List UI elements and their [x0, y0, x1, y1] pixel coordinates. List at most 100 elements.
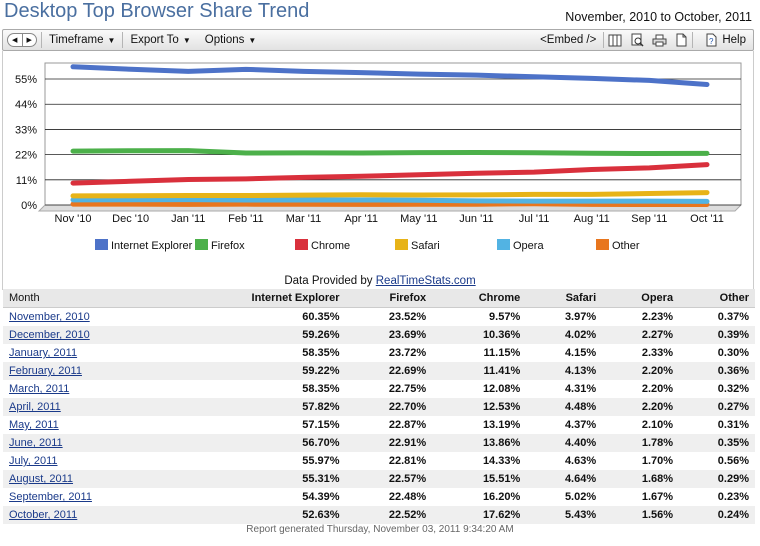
share-cell: 4.31% [564, 383, 597, 395]
share-cell: 1.68% [602, 470, 680, 488]
month-link[interactable]: February, 2011 [9, 365, 82, 377]
date-range: November, 2010 to October, 2011 [565, 10, 752, 24]
legend-label-other: Other [612, 240, 640, 252]
month-link[interactable]: March, 2011 [9, 383, 70, 395]
y-tick-label: 55% [15, 74, 37, 86]
share-cell: 22.87% [388, 419, 427, 431]
y-tick-label: 33% [15, 124, 37, 136]
column-header[interactable]: Firefox [345, 289, 433, 308]
month-link[interactable]: August, 2011 [9, 473, 74, 485]
options-menu[interactable]: Options ▼ [198, 30, 264, 50]
back-arrow-icon[interactable]: ◀ [8, 34, 23, 46]
share-cell: 0.23% [717, 491, 749, 503]
x-tick-label: Dec '10 [112, 213, 149, 225]
share-cell: 22.75% [388, 383, 427, 395]
legend-swatch-chrome [295, 239, 308, 250]
share-cell: 59.22% [169, 362, 346, 380]
provider-link[interactable]: RealTimeStats.com [375, 275, 476, 287]
legend-swatch-opera [497, 239, 510, 250]
print-icon[interactable] [651, 33, 667, 47]
column-header[interactable]: Safari [526, 289, 603, 308]
x-tick-label: Aug '11 [574, 213, 610, 225]
nav-arrows[interactable]: ◀ ▶ [7, 33, 37, 47]
month-cell: September, 2011 [3, 488, 170, 506]
share-cell: 57.15% [302, 419, 340, 431]
table-row: June, 2011 56.70% 22.91% 13.86% 4.40% 1.78% 0.… [3, 434, 755, 452]
share-cell: 10.36% [432, 326, 527, 344]
share-cell: 23.52% [388, 311, 427, 323]
share-cell: 0.36% [679, 362, 755, 380]
browser-share-chart: 55% 44% 33% 22% 11% 0% Nov '10 Dec '10 Jan '11 Fe… [15, 62, 743, 252]
help-icon: ? [703, 33, 719, 47]
document-icon[interactable] [673, 33, 689, 47]
x-tick-label: Nov '10 [55, 213, 92, 225]
legend-label-safari: Safari [411, 240, 440, 252]
embed-button[interactable]: <Embed /> [533, 30, 603, 50]
legend-label-opera: Opera [513, 240, 544, 252]
share-cell: 5.43% [526, 506, 603, 524]
share-cell: 4.64% [526, 470, 603, 488]
series-line-opera [70, 197, 710, 204]
share-cell: 2.20% [641, 383, 674, 395]
share-cell: 17.62% [432, 506, 527, 524]
share-cell: 56.70% [169, 434, 346, 452]
month-cell: October, 2011 [3, 506, 170, 524]
column-header[interactable]: Month [3, 289, 170, 308]
column-header[interactable]: Chrome [432, 289, 527, 308]
month-cell: March, 2011 [3, 380, 170, 398]
help-button[interactable]: ? Help [693, 30, 753, 50]
month-link[interactable]: October, 2011 [9, 509, 78, 521]
month-cell: January, 2011 [3, 344, 170, 362]
table-row: February, 2011 59.22% 22.69% 11.41% 4.13% 2.2… [3, 362, 755, 380]
series-line-chrome [70, 162, 710, 186]
share-cell: 2.20% [602, 362, 680, 380]
share-cell: 58.35% [302, 347, 340, 359]
print-preview-icon[interactable] [629, 33, 645, 47]
share-cell: 13.19% [482, 419, 521, 431]
month-link[interactable]: September, 2011 [9, 491, 92, 503]
month-link[interactable]: December, 2010 [9, 329, 90, 341]
table-row: January, 2011 58.35% 23.72% 11.15% 4.15% 2.33… [3, 344, 755, 362]
share-cell: 2.33% [641, 347, 674, 359]
month-cell: August, 2011 [3, 470, 170, 488]
column-header[interactable]: Opera [602, 289, 680, 308]
share-cell: 0.29% [679, 470, 755, 488]
columns-icon[interactable] [607, 33, 623, 47]
toolbar-divider [122, 32, 124, 48]
month-link[interactable]: May, 2011 [9, 419, 59, 431]
share-cell: 23.72% [388, 347, 427, 359]
column-header[interactable]: Other [679, 289, 755, 308]
month-link[interactable]: June, 2011 [9, 437, 63, 449]
toolbar-divider [603, 32, 605, 48]
month-link[interactable]: November, 2010 [9, 311, 90, 323]
x-tick-label: May '11 [400, 213, 437, 225]
share-cell: 15.51% [432, 470, 527, 488]
share-cell: 0.27% [679, 398, 755, 416]
month-link[interactable]: January, 2011 [9, 347, 78, 359]
month-cell: November, 2010 [3, 308, 170, 327]
column-header[interactable]: Internet Explorer [169, 289, 346, 308]
legend-label-internet-explorer: Internet Explorer [111, 240, 193, 252]
chevron-down-icon: ▼ [182, 35, 191, 45]
y-tick-label: 44% [15, 99, 37, 111]
share-cell: 12.08% [482, 383, 521, 395]
month-cell: April, 2011 [3, 398, 170, 416]
table-row: March, 2011 58.35% 22.75% 12.08% 4.31% 2.20% 0… [3, 380, 755, 398]
export-menu[interactable]: Export To ▼ [123, 30, 197, 50]
table-row: July, 2011 55.97% 22.81% 14.33% 4.63% 1.70% 0.… [3, 452, 755, 470]
timeframe-menu[interactable]: Timeframe ▼ [42, 30, 122, 50]
legend-swatch-internet-explorer [95, 239, 108, 250]
table-row: October, 2011 52.63% 22.52% 17.62% 5.43% 1.56… [3, 506, 755, 524]
share-cell: 22.57% [345, 470, 433, 488]
forward-arrow-icon[interactable]: ▶ [26, 37, 32, 44]
series-line-internet-explorer [70, 64, 710, 87]
month-link[interactable]: July, 2011 [9, 455, 58, 467]
share-cell: 55.31% [169, 470, 346, 488]
share-cell: 2.10% [641, 419, 674, 431]
share-cell: 4.13% [526, 362, 603, 380]
table-row: November, 2010 60.35% 23.52% 9.57% 3.97% 2.23… [3, 308, 755, 327]
share-cell: 0.56% [717, 455, 749, 467]
share-cell: 0.31% [717, 419, 749, 431]
month-link[interactable]: April, 2011 [9, 401, 61, 413]
legend-label-firefox: Firefox [211, 240, 245, 252]
